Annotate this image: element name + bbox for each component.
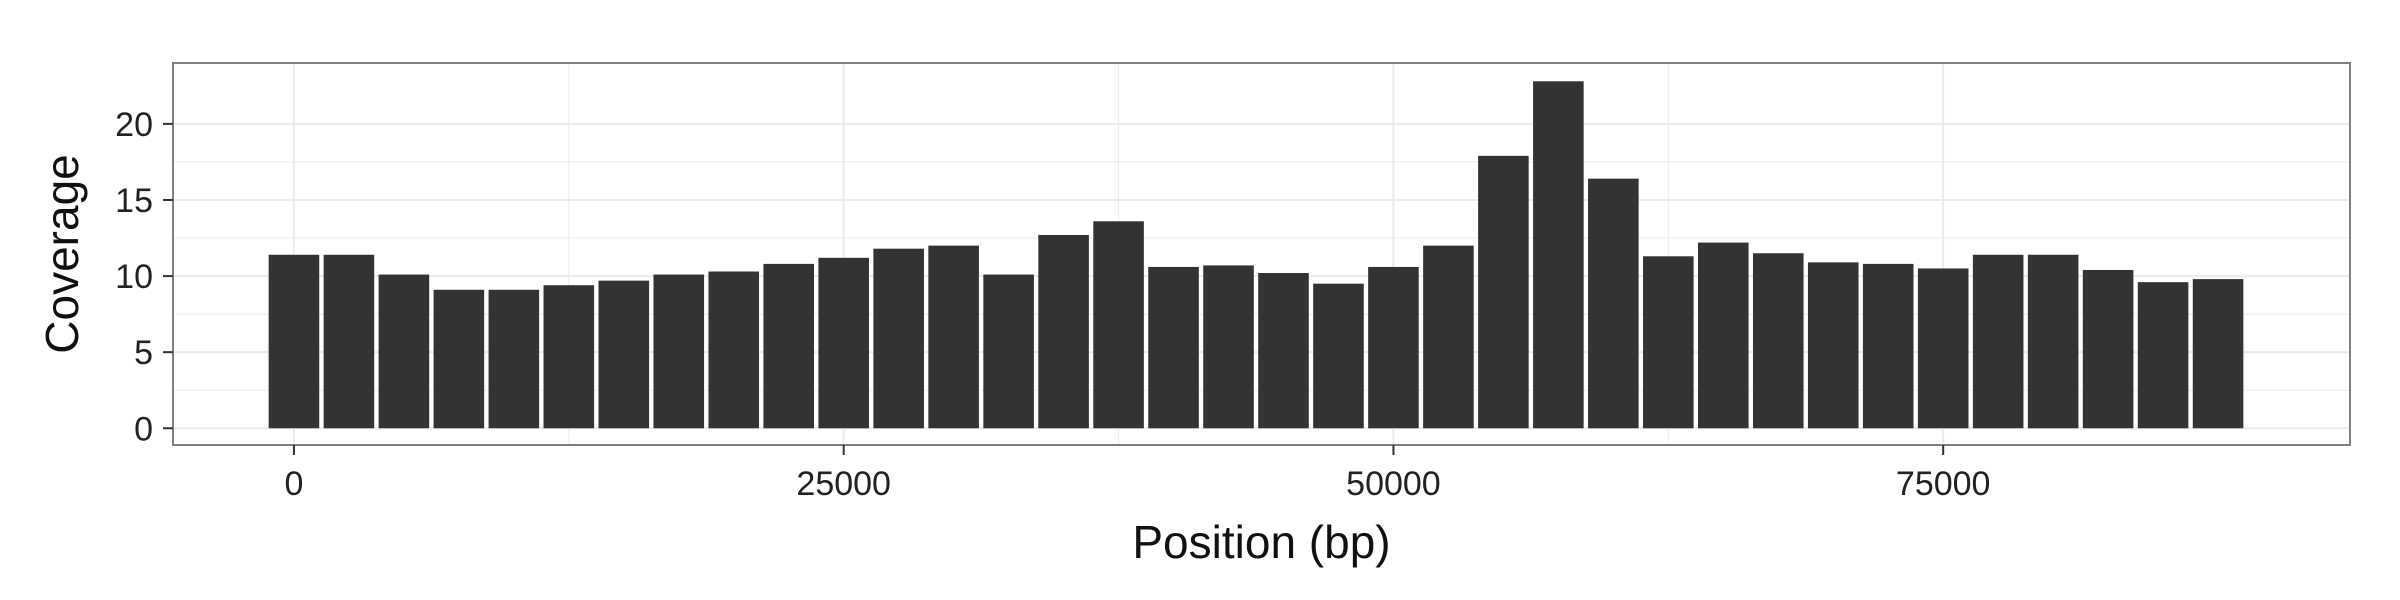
x-tick-label: 25000 <box>796 465 891 503</box>
bar <box>2027 254 2079 429</box>
bars <box>268 81 2244 429</box>
bar <box>1752 253 1804 429</box>
bar <box>1807 262 1859 429</box>
bar <box>1148 266 1199 429</box>
x-tick-label: 75000 <box>1896 465 1991 503</box>
plot-panel-border <box>172 62 2351 446</box>
bar <box>1093 221 1144 429</box>
y-tick-label: 20 <box>115 106 153 144</box>
bar <box>1533 81 1584 429</box>
bar <box>378 274 430 429</box>
y-axis-title: Coverage <box>36 154 88 353</box>
y-tick-label: 10 <box>115 258 153 296</box>
bar <box>543 285 595 429</box>
bar <box>2082 269 2134 429</box>
bar <box>983 274 1034 429</box>
bar <box>1917 268 1969 429</box>
x-axis: 0 25000 50000 75000 <box>284 445 1990 503</box>
bar <box>2137 282 2189 429</box>
bar <box>268 254 320 429</box>
bar <box>1697 242 1749 429</box>
bar <box>873 248 924 429</box>
x-axis-title: Position (bp) <box>1132 516 1390 568</box>
bar <box>1313 283 1364 429</box>
bar <box>1368 266 1419 429</box>
bar <box>1478 155 1529 429</box>
y-tick-label: 0 <box>134 410 153 448</box>
bar <box>1862 263 1914 429</box>
bar <box>323 254 375 429</box>
bar <box>1972 254 2024 429</box>
bar <box>653 274 705 429</box>
bar <box>1423 245 1474 429</box>
bar <box>763 263 815 429</box>
x-tick-label: 0 <box>284 465 303 503</box>
y-tick-label: 5 <box>134 334 153 372</box>
bar <box>708 271 760 429</box>
x-tick-label: 50000 <box>1346 465 1441 503</box>
bar <box>1203 265 1254 429</box>
bar <box>818 257 869 429</box>
bar <box>1258 273 1309 429</box>
bar <box>488 289 540 429</box>
bar <box>928 245 979 429</box>
bar <box>598 280 650 429</box>
bar <box>433 289 485 429</box>
y-tick-label: 15 <box>115 182 153 220</box>
bar <box>2192 279 2244 429</box>
bar <box>1643 256 1694 429</box>
y-axis: 0 5 10 15 20 <box>115 106 173 448</box>
bar <box>1588 178 1639 429</box>
bar <box>1038 234 1089 429</box>
